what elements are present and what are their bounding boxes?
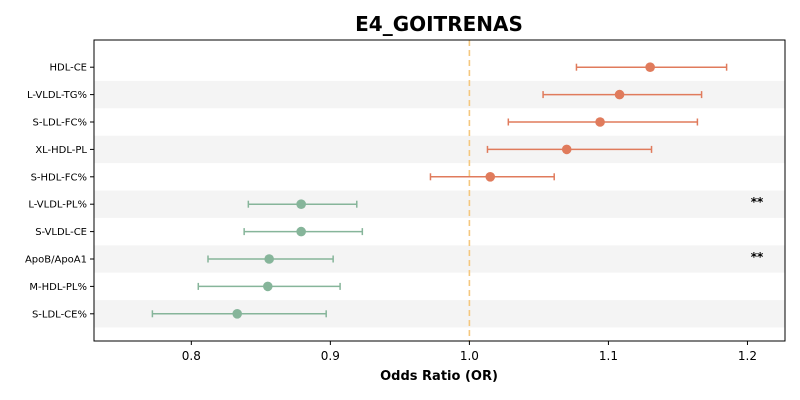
row-band bbox=[94, 245, 785, 273]
chart-title: E4_GOITRENAS bbox=[355, 12, 523, 36]
odds-ratio-point bbox=[614, 89, 625, 100]
row-label: HDL-CE bbox=[49, 63, 87, 74]
x-tick-label: 0.9 bbox=[321, 349, 340, 363]
forest-row: M-HDL-PL% bbox=[29, 281, 341, 293]
significance-marker: ** bbox=[751, 250, 764, 264]
row-band bbox=[94, 135, 785, 164]
odds-ratio-point bbox=[232, 309, 243, 319]
row-label: S-LDL-CE% bbox=[32, 309, 87, 320]
forest-row: HDL-CE bbox=[49, 62, 728, 74]
x-tick-label: 1.1 bbox=[599, 349, 618, 363]
row-label: ApoB/ApoA1 bbox=[25, 255, 87, 266]
forest-row: L-VLDL-TG% bbox=[27, 89, 703, 101]
forest-row: S-LDL-FC% bbox=[33, 117, 699, 129]
plot-frame bbox=[93, 39, 786, 342]
odds-ratio-point bbox=[561, 144, 572, 155]
odds-ratio-point bbox=[296, 199, 306, 209]
x-axis: 0.8 0.9 1.0 1.1 1.2 bbox=[182, 341, 757, 363]
row-label: S-HDL-FC% bbox=[31, 172, 87, 183]
row-band bbox=[94, 190, 785, 218]
odds-ratio-point bbox=[595, 117, 605, 127]
odds-ratio-point bbox=[262, 281, 273, 292]
odds-ratio-point bbox=[645, 62, 655, 72]
row-label: XL-HDL-PL bbox=[35, 145, 87, 156]
forest-row: S-LDL-CE% bbox=[32, 309, 327, 320]
x-tick-label: 1.0 bbox=[460, 349, 479, 363]
row-label: M-HDL-PL% bbox=[29, 282, 87, 293]
row-bands bbox=[94, 80, 785, 328]
odds-ratio-point bbox=[264, 254, 274, 264]
row-label: S-LDL-FC% bbox=[33, 118, 87, 129]
x-tick-label: 1.2 bbox=[738, 349, 757, 363]
row-label: L-VLDL-TG% bbox=[27, 90, 87, 101]
row-label: L-VLDL-PL% bbox=[28, 200, 87, 211]
forest-row: S-VLDL-CE bbox=[35, 226, 364, 238]
plot-rows: HDL-CE L-VLDL-TG% S-LDL-FC% XL-HDL-PL S-HDL-… bbox=[25, 62, 764, 320]
forest-row: L-VLDL-PL% ** bbox=[28, 195, 764, 211]
significance-marker: ** bbox=[751, 195, 764, 209]
x-axis-label: Odds Ratio (OR) bbox=[380, 369, 498, 384]
x-tick-label: 0.8 bbox=[182, 349, 201, 363]
odds-ratio-point bbox=[296, 226, 306, 237]
row-label: S-VLDL-CE bbox=[35, 227, 87, 238]
forest-row: ApoB/ApoA1 ** bbox=[25, 250, 764, 266]
odds-ratio-point bbox=[485, 172, 496, 182]
forest-row: S-HDL-FC% bbox=[31, 172, 555, 183]
forest-row: XL-HDL-PL bbox=[35, 144, 653, 156]
